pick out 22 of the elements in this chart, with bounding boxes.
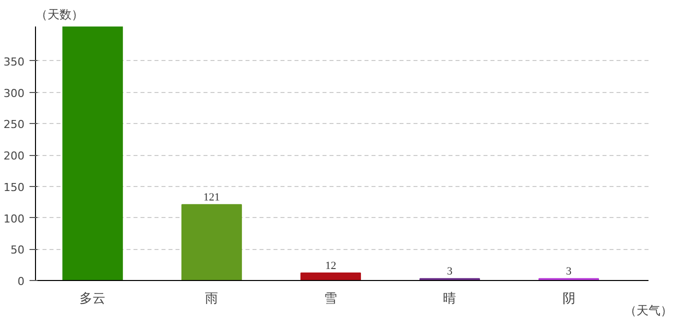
x-tick-label: 多云 (80, 292, 106, 306)
bar (300, 272, 361, 280)
x-tick-label: 晴 (443, 292, 456, 306)
data-label: 12 (325, 260, 336, 272)
y-axis-title: （天数） (36, 8, 84, 22)
y-tick-label: 200 (4, 150, 25, 163)
y-tick-label: 150 (4, 180, 25, 194)
x-tick-label: 阴 (562, 292, 576, 306)
y-tick-label: 350 (4, 55, 25, 68)
data-label: 3 (566, 266, 572, 278)
bar (181, 204, 242, 280)
y-tick-label: 250 (4, 118, 25, 132)
data-label: 3 (446, 266, 453, 278)
x-tick-label: 雪 (324, 292, 338, 306)
y-tick-label: 300 (4, 86, 25, 100)
x-tick-label: 雨 (205, 292, 218, 306)
y-tick-label: 50 (10, 244, 25, 257)
data-label: 121 (203, 192, 220, 204)
x-axis-title: （天气） (624, 304, 672, 318)
bar (62, 26, 123, 280)
y-tick-label: 0 (18, 275, 24, 288)
y-tick-label: 100 (4, 212, 25, 226)
